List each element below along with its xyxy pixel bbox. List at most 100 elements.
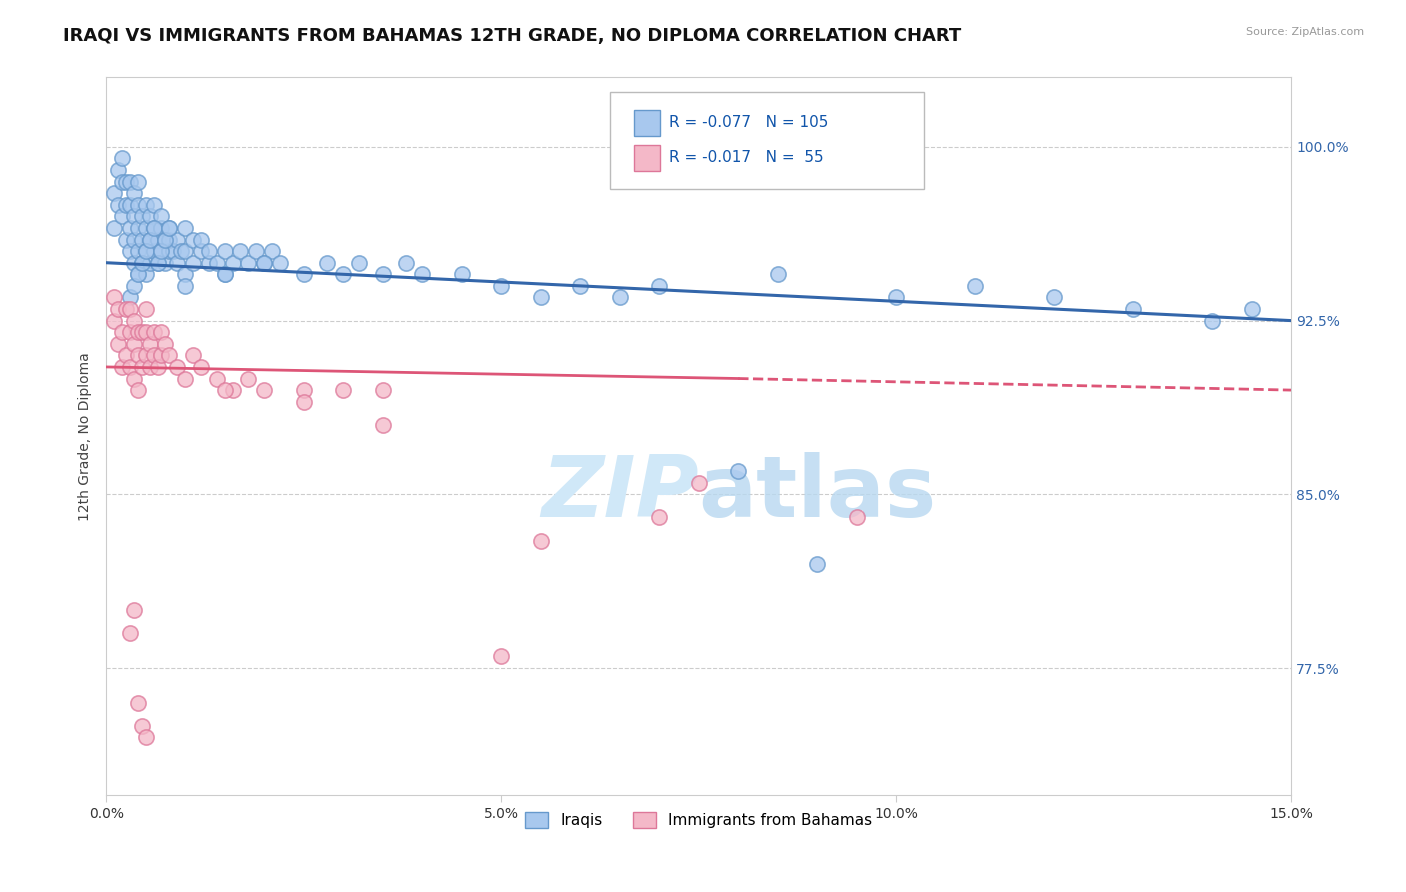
FancyBboxPatch shape <box>610 92 924 189</box>
Point <box>214 268 236 282</box>
Point <box>155 233 177 247</box>
Point <box>150 348 173 362</box>
Point <box>135 221 157 235</box>
Point <box>131 256 153 270</box>
Point <box>205 371 228 385</box>
Point <box>135 244 157 259</box>
Point <box>965 278 987 293</box>
Point <box>174 268 197 282</box>
Point <box>122 278 145 293</box>
Point <box>127 268 149 282</box>
Point <box>146 256 169 270</box>
Text: R = -0.077   N = 105: R = -0.077 N = 105 <box>669 115 828 130</box>
Text: IRAQI VS IMMIGRANTS FROM BAHAMAS 12TH GRADE, NO DIPLOMA CORRELATION CHART: IRAQI VS IMMIGRANTS FROM BAHAMAS 12TH GR… <box>63 27 962 45</box>
Point <box>238 371 260 385</box>
Point <box>115 198 138 212</box>
Point <box>198 256 221 270</box>
Point <box>162 244 184 259</box>
Point <box>115 301 138 316</box>
Point <box>609 290 631 304</box>
Point <box>214 383 236 397</box>
Point <box>174 371 197 385</box>
Point <box>122 256 145 270</box>
Point <box>174 221 197 235</box>
Point <box>135 244 157 259</box>
Point <box>150 221 173 235</box>
Point <box>115 348 138 362</box>
Point <box>146 233 169 247</box>
Point <box>111 359 134 374</box>
Point <box>688 475 710 490</box>
Point <box>111 152 134 166</box>
Point <box>122 371 145 385</box>
Point <box>107 198 129 212</box>
Point <box>103 221 125 235</box>
Point <box>845 510 868 524</box>
Text: atlas: atlas <box>699 452 936 535</box>
Point <box>157 221 180 235</box>
Point <box>131 325 153 339</box>
Point <box>127 198 149 212</box>
Point <box>450 268 472 282</box>
Point <box>127 348 149 362</box>
Point <box>127 383 149 397</box>
Point <box>214 244 236 259</box>
Point <box>150 244 173 259</box>
Point <box>229 244 252 259</box>
Point <box>138 336 160 351</box>
Point <box>131 210 153 224</box>
Point <box>155 256 177 270</box>
Point <box>118 301 141 316</box>
Point <box>190 233 212 247</box>
Point <box>181 256 204 270</box>
Point <box>1240 301 1263 316</box>
Point <box>371 417 394 432</box>
Point <box>150 325 173 339</box>
Point <box>135 198 157 212</box>
Point <box>135 348 157 362</box>
Point <box>648 510 671 524</box>
Point <box>253 256 276 270</box>
Point <box>111 175 134 189</box>
Point <box>395 256 418 270</box>
Point <box>727 464 749 478</box>
Point <box>411 268 433 282</box>
Point <box>205 256 228 270</box>
Point <box>157 348 180 362</box>
Point <box>111 210 134 224</box>
Point <box>347 256 370 270</box>
Point <box>150 244 173 259</box>
Point <box>135 301 157 316</box>
Point <box>530 533 553 548</box>
Point <box>122 210 145 224</box>
Point <box>142 348 165 362</box>
Point <box>131 359 153 374</box>
Point <box>138 256 160 270</box>
Point <box>181 233 204 247</box>
Point <box>530 290 553 304</box>
Point <box>142 221 165 235</box>
Point <box>174 278 197 293</box>
Point <box>103 290 125 304</box>
Point <box>122 313 145 327</box>
Point <box>122 233 145 247</box>
Point <box>142 221 165 235</box>
Point <box>118 244 141 259</box>
Point <box>489 649 512 664</box>
Point <box>157 221 180 235</box>
Point <box>766 268 789 282</box>
Point <box>118 325 141 339</box>
Point <box>103 186 125 201</box>
Point <box>127 221 149 235</box>
Point <box>150 210 173 224</box>
Point <box>146 359 169 374</box>
Point <box>107 336 129 351</box>
Point <box>118 221 141 235</box>
Point <box>107 163 129 178</box>
Point <box>181 348 204 362</box>
Point <box>648 278 671 293</box>
Point <box>111 325 134 339</box>
Point <box>131 719 153 733</box>
Point <box>332 268 354 282</box>
FancyBboxPatch shape <box>634 145 659 170</box>
